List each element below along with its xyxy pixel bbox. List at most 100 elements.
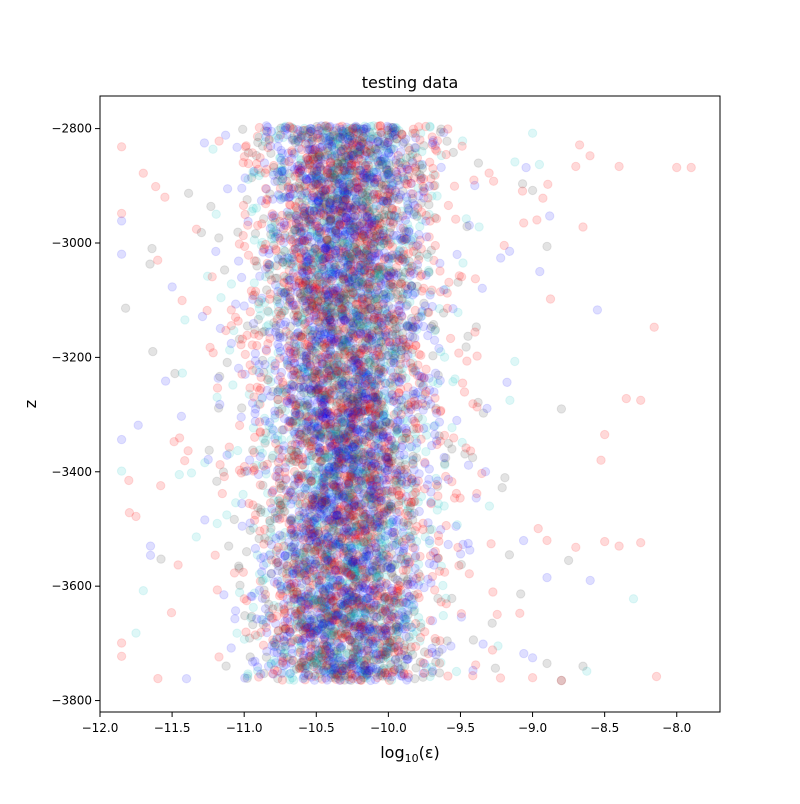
data-point-series-1 [307, 494, 318, 504]
data-point-series-3 [191, 532, 202, 542]
data-point-series-3 [438, 610, 448, 621]
data-point-series-2 [336, 448, 346, 459]
data-point-series-1 [272, 273, 282, 283]
data-point-series-1 [328, 519, 339, 529]
data-point-series-3 [356, 542, 366, 552]
data-point-series-3 [350, 638, 360, 648]
data-point-series-1 [442, 136, 452, 146]
data-point-series-3 [359, 630, 369, 640]
data-point-series-2 [482, 403, 492, 414]
data-point-series-3 [510, 356, 520, 367]
data-point-series-1 [462, 221, 472, 232]
data-point-series-0 [329, 660, 340, 671]
data-point-series-2 [430, 429, 440, 440]
data-point-series-3 [354, 380, 365, 390]
data-point-series-3 [398, 274, 408, 284]
data-point-series-2 [257, 593, 267, 603]
data-point-series-1 [314, 149, 324, 160]
data-point-series-1 [320, 563, 330, 574]
data-point-series-1 [204, 445, 214, 455]
data-point-series-2 [496, 253, 506, 263]
data-point-series-3 [286, 172, 296, 182]
data-point-series-3 [314, 514, 325, 524]
data-point-series-3 [433, 499, 443, 509]
data-point-series-3 [177, 368, 188, 378]
data-point-series-0 [370, 501, 380, 512]
data-point-series-3 [325, 264, 335, 274]
data-point-series-0 [391, 286, 401, 297]
data-point-series-0 [449, 433, 459, 443]
data-point-series-0 [312, 276, 322, 286]
data-point-series-1 [497, 483, 507, 493]
data-point-series-1 [390, 349, 400, 359]
data-point-series-0 [156, 481, 166, 491]
data-point-series-3 [284, 572, 295, 582]
data-point-series-1 [262, 285, 272, 295]
data-point-series-0 [302, 265, 312, 276]
data-point-series-1 [369, 655, 379, 665]
data-point-series-3 [238, 489, 248, 500]
data-point-series-1 [311, 355, 321, 365]
data-point-series-0 [234, 239, 245, 249]
data-point-series-1 [456, 559, 466, 570]
data-point-series-0 [258, 640, 269, 650]
data-point-series-0 [275, 183, 286, 194]
data-point-series-1 [387, 348, 397, 358]
data-point-series-2 [298, 653, 308, 663]
data-point-series-1 [246, 172, 257, 183]
data-point-series-0 [350, 637, 360, 648]
data-point-series-0 [373, 399, 383, 409]
data-point-series-2 [471, 493, 481, 503]
data-point-series-2 [354, 150, 364, 160]
data-point-series-2 [385, 365, 396, 376]
data-point-series-2 [323, 353, 334, 363]
data-point-series-0 [354, 146, 365, 157]
data-point-series-0 [360, 604, 370, 614]
data-point-series-3 [390, 351, 400, 361]
data-point-series-2 [237, 183, 247, 194]
data-point-series-1 [269, 318, 279, 328]
data-point-series-1 [362, 572, 372, 582]
data-point-series-0 [293, 271, 303, 281]
data-point-series-0 [363, 203, 373, 213]
data-point-series-1 [326, 371, 337, 381]
data-point-series-3 [311, 272, 321, 282]
data-point-series-1 [348, 202, 359, 212]
data-point-series-2 [231, 299, 241, 309]
data-point-series-0 [383, 648, 393, 658]
data-point-series-0 [302, 266, 313, 276]
data-point-series-2 [401, 301, 411, 311]
data-point-series-2 [326, 418, 336, 428]
data-point-series-2 [364, 646, 374, 656]
data-point-series-2 [413, 387, 423, 398]
data-point-series-2 [443, 539, 453, 550]
data-point-series-0 [350, 515, 360, 525]
data-point-series-1 [289, 589, 299, 599]
data-point-series-0 [396, 278, 406, 288]
data-point-series-0 [426, 499, 436, 509]
data-point-series-0 [291, 210, 301, 221]
data-point-series-0 [358, 266, 368, 277]
data-point-series-0 [341, 373, 351, 383]
data-point-series-3 [347, 165, 357, 176]
data-point-series-1 [238, 124, 248, 135]
data-point-series-3 [208, 144, 218, 154]
data-point-series-0 [492, 609, 502, 620]
data-point-series-2 [401, 358, 411, 368]
data-point-series-3 [320, 661, 330, 671]
data-point-series-2 [330, 333, 340, 343]
data-point-series-0 [445, 333, 456, 344]
data-point-series-2 [409, 209, 419, 220]
data-point-series-2 [423, 574, 433, 584]
data-point-series-0 [361, 234, 371, 244]
data-point-series-0 [392, 175, 402, 186]
data-point-series-1 [334, 376, 344, 386]
data-point-series-1 [334, 253, 344, 263]
data-point-series-0 [255, 427, 265, 437]
data-point-series-1 [308, 524, 318, 534]
data-point-series-0 [395, 465, 406, 475]
data-point-series-3 [285, 601, 295, 611]
data-point-series-0 [240, 209, 250, 220]
data-point-series-1 [390, 592, 400, 603]
